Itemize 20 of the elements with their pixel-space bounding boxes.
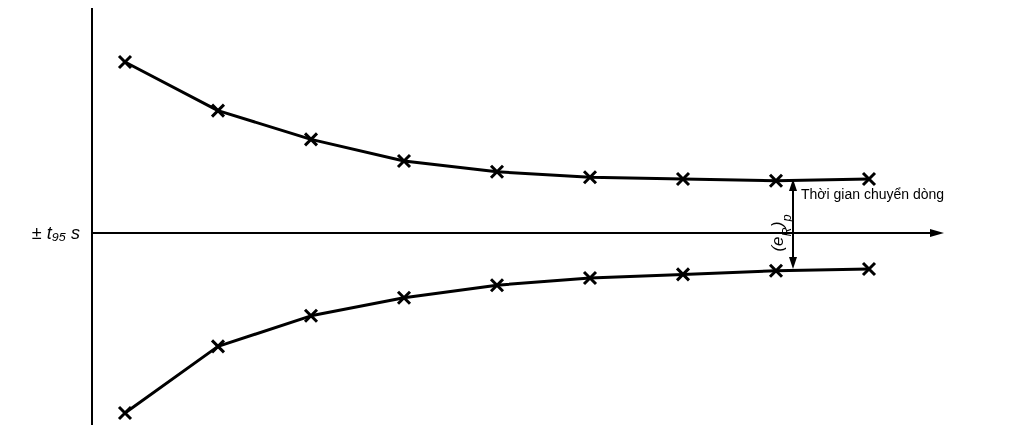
point [489,277,505,293]
point [675,171,691,187]
point [210,103,226,119]
point [117,405,133,421]
point [861,171,877,187]
point [861,261,877,277]
y-axis-title: ± t₉₅ s [31,223,80,243]
x-axis-title: Thời gian chuyển dòng [801,186,945,202]
point [582,270,598,286]
point [768,263,784,279]
point [117,54,133,70]
point [396,153,412,169]
point [582,169,598,185]
point [303,131,319,147]
point [303,308,319,324]
point [396,290,412,306]
point [210,338,226,354]
point [489,164,505,180]
point [675,266,691,282]
point [768,173,784,189]
